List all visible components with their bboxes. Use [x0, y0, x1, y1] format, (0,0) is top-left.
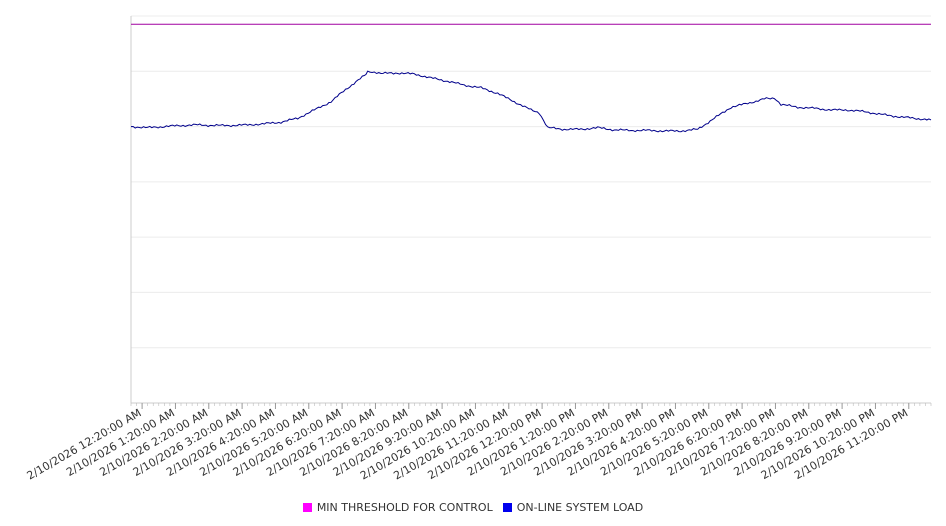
legend-item-system-load[interactable]: ON-LINE SYSTEM LOAD	[502, 500, 644, 514]
legend: MIN THRESHOLD FOR CONTROL ON-LINE SYSTEM…	[0, 498, 946, 516]
legend-item-threshold[interactable]: MIN THRESHOLD FOR CONTROL	[302, 500, 493, 514]
legend-swatch-threshold	[302, 502, 312, 512]
legend-swatch-system-load	[502, 502, 512, 512]
legend-label-system-load: ON-LINE SYSTEM LOAD	[516, 500, 644, 514]
series-lines	[130, 23, 932, 133]
series-line-system-load[interactable]	[130, 70, 932, 133]
x-axis-tick-labels: 2/10/2026 12:20:00 AM2/10/2026 1:20:00 A…	[25, 403, 910, 483]
axes	[130, 16, 931, 404]
legend-label-threshold: MIN THRESHOLD FOR CONTROL	[316, 500, 493, 514]
gridlines	[131, 15, 931, 349]
